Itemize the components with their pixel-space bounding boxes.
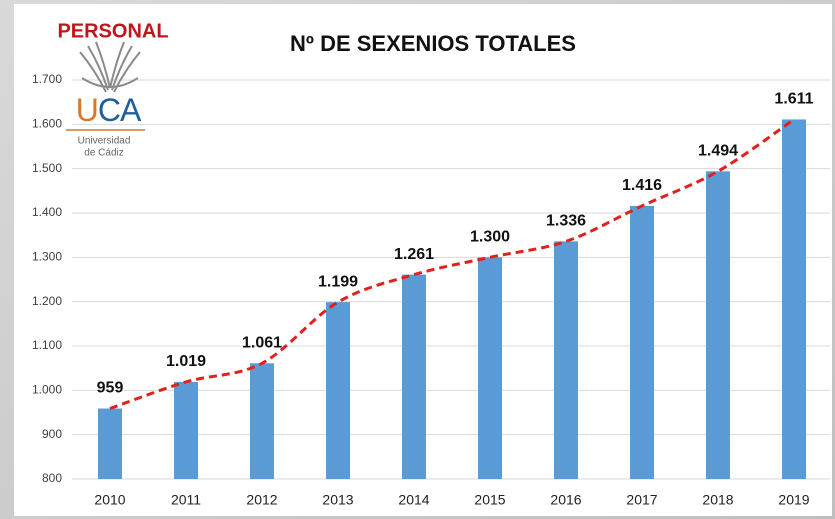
grid <box>72 79 830 480</box>
data-label: 1.019 <box>166 353 206 370</box>
x-tick-label: 2017 <box>626 492 657 508</box>
data-label: 959 <box>97 380 124 397</box>
y-tick-label: 1.700 <box>32 72 62 86</box>
bar <box>326 302 350 479</box>
logo-line: Universidad <box>78 136 131 147</box>
y-tick-label: 1.200 <box>32 294 62 308</box>
logo-text: UCA <box>76 92 142 128</box>
trend-line <box>109 118 795 410</box>
chart-title: Nº DE SEXENIOS TOTALES <box>290 31 576 56</box>
y-tick-label: 800 <box>42 471 62 485</box>
y-tick-label: 1.400 <box>32 205 62 219</box>
data-label: 1.494 <box>698 143 738 160</box>
x-tick-label: 2014 <box>398 492 429 508</box>
logo-line: de Cádiz <box>84 148 123 159</box>
data-label: 1.300 <box>470 229 510 246</box>
y-tick-label: 1.100 <box>32 338 62 352</box>
data-label: 1.611 <box>774 91 813 108</box>
data-label: 1.199 <box>318 273 358 290</box>
y-tick-label: 1.500 <box>32 161 62 175</box>
bar <box>554 241 578 479</box>
x-tick-label: 2016 <box>550 492 581 508</box>
bar <box>478 257 502 479</box>
data-label: 1.061 <box>242 335 282 352</box>
y-tick-label: 1.300 <box>32 250 62 264</box>
data-label: 1.416 <box>622 177 662 194</box>
logo <box>79 41 141 93</box>
y-tick-label: 900 <box>42 427 62 441</box>
x-tick-label: 2010 <box>94 492 125 508</box>
data-label: 1.336 <box>546 213 586 230</box>
bar <box>250 363 274 479</box>
x-tick-label: 2019 <box>778 492 809 508</box>
y-tick-label: 1.000 <box>32 383 62 397</box>
logo-emblem <box>81 77 139 88</box>
bar <box>98 408 122 479</box>
annotation: PERSONAL <box>57 20 168 42</box>
x-tick-label: 2013 <box>322 492 353 508</box>
x-tick-label: 2011 <box>171 492 201 508</box>
data-label: 1.261 <box>394 246 434 263</box>
x-tick-label: 2018 <box>702 492 733 508</box>
bar <box>174 381 198 479</box>
x-tick-label: 2015 <box>474 492 505 508</box>
y-tick-label: 1.600 <box>32 117 62 131</box>
x-tick-label: 2012 <box>246 492 277 508</box>
bar <box>402 274 426 479</box>
bar <box>630 205 654 479</box>
bar <box>706 171 730 479</box>
bar <box>782 119 806 479</box>
